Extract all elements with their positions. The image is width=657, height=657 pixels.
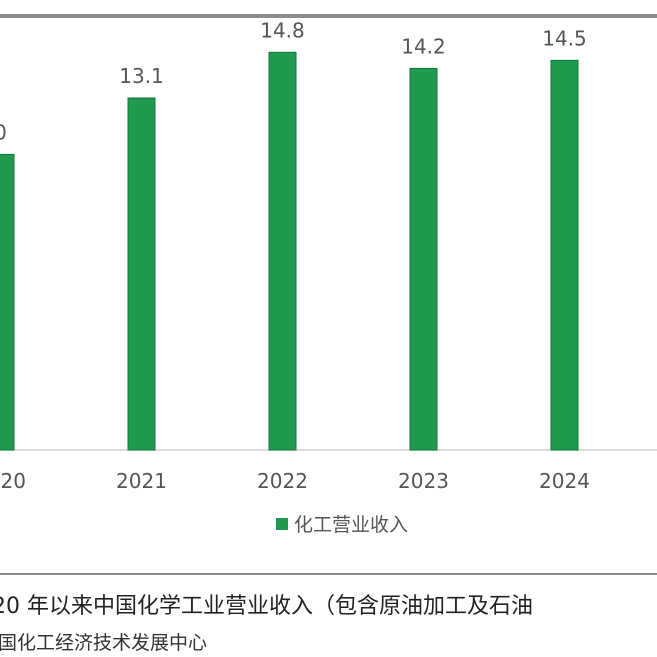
bottom-rule [0, 573, 657, 575]
legend: 化工营业收入 [276, 510, 408, 537]
value-label-2021: 13.1 [119, 64, 164, 88]
tick-label-2023: 2023 [398, 469, 449, 493]
tick-label-2024: 2024 [539, 469, 590, 493]
bar-2023 [409, 67, 438, 451]
source-note: 国化工经济技术发展中心 [0, 632, 208, 654]
figure-caption: 20 年以来中国化学工业营业收入（包含原油加工及石油 [0, 594, 533, 619]
value-label-2022: 14.8 [260, 18, 305, 42]
bar-2020 [0, 153, 15, 451]
legend-swatch [276, 517, 288, 530]
value-label-2023: 14.2 [401, 34, 446, 58]
bar-2022 [268, 51, 297, 451]
value-label-2020: 0 [0, 120, 7, 144]
tick-label-2022: 2022 [257, 469, 308, 493]
bar-2024 [550, 59, 579, 451]
top-rule [0, 14, 657, 18]
legend-label: 化工营业收入 [294, 514, 409, 536]
bar-2021 [127, 97, 156, 451]
value-label-2024: 14.5 [542, 26, 587, 50]
tick-label-2021: 2021 [116, 469, 167, 493]
